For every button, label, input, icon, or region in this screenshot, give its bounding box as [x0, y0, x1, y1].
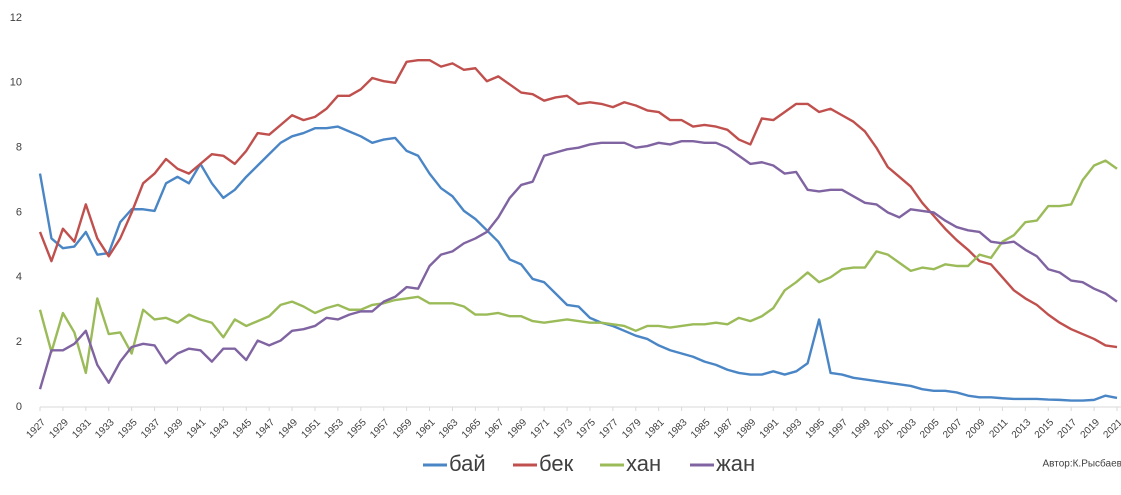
x-tick-label: 1997: [826, 417, 850, 441]
x-tick-label: 1969: [506, 417, 530, 441]
x-tick-label: 1931: [70, 417, 94, 441]
x-tick-label: 1981: [643, 417, 667, 441]
x-tick-label: 2007: [941, 417, 965, 441]
y-tick-label: 8: [16, 142, 22, 154]
x-tick-label: 1989: [735, 417, 759, 441]
y-tick-label: 4: [16, 271, 22, 283]
x-tick-label: 1967: [483, 417, 507, 441]
x-tick-label: 1937: [139, 417, 163, 441]
x-tick-label: 1977: [597, 417, 621, 441]
x-tick-label: 1955: [345, 417, 369, 441]
x-tick-label: 1987: [712, 417, 736, 441]
x-tick-label: 2017: [1056, 417, 1080, 441]
x-tick-label: 1951: [299, 417, 323, 441]
x-tick-label: 1999: [849, 417, 873, 441]
x-tick-label: 2019: [1079, 417, 1103, 441]
x-tick-label: 1947: [254, 417, 278, 441]
x-tick-label: 1979: [620, 417, 644, 441]
x-tick-label: 2011: [987, 417, 1010, 440]
x-tick-label: 2013: [1010, 417, 1034, 441]
line-series: [38, 139, 1118, 390]
line-series: [38, 159, 1118, 375]
x-tick-label: 1983: [666, 417, 690, 441]
x-tick-label: 1993: [781, 417, 805, 441]
x-tick-label: 1961: [414, 417, 438, 441]
y-tick-label: 0: [16, 401, 22, 413]
x-tick-label: 1965: [460, 417, 484, 441]
legend-label: бек: [539, 451, 574, 476]
y-tick-label: 10: [10, 77, 22, 89]
legend-label: бай: [449, 451, 486, 476]
x-tick-label: 1995: [804, 417, 828, 441]
annotation: Автор:К.Рысбаев: [1042, 458, 1121, 470]
x-tick-label: 1935: [116, 417, 140, 441]
x-tick-label: 2009: [964, 417, 988, 441]
x-tick-label: 1929: [47, 417, 71, 441]
x-tick-label: 2015: [1033, 417, 1057, 441]
x-tick-label: 1933: [93, 417, 117, 441]
y-tick-label: 2: [16, 336, 22, 348]
y-tick-label: 6: [16, 206, 22, 218]
x-tick-label: 1985: [689, 417, 713, 441]
x-tick-label: 1971: [529, 417, 553, 441]
x-tick-label: 1957: [368, 417, 392, 441]
x-tick-label: 2021: [1101, 417, 1121, 441]
x-tick-label: 1973: [552, 417, 576, 441]
x-tick-label: 1953: [322, 417, 346, 441]
line-series: [38, 58, 1118, 349]
x-tick-label: 1939: [162, 417, 186, 441]
x-tick-label: 1943: [208, 417, 232, 441]
y-tick-label: 12: [10, 12, 22, 24]
x-tick-label: 1941: [185, 417, 209, 441]
x-tick-label: 1963: [437, 417, 461, 441]
x-tick-label: 2003: [895, 417, 919, 441]
x-tick-label: 1991: [758, 417, 782, 441]
legend-label: хан: [626, 451, 661, 476]
x-tick-label: 2001: [872, 417, 896, 441]
x-tick-label: 1945: [231, 417, 255, 441]
line-series: [38, 125, 1118, 402]
x-tick-label: 1949: [277, 417, 301, 441]
x-tick-label: 1959: [391, 417, 415, 441]
x-tick-label: 1975: [574, 417, 598, 441]
x-tick-label: 1927: [24, 417, 48, 441]
legend-label: жан: [716, 451, 755, 476]
x-tick-label: 2005: [918, 417, 942, 441]
